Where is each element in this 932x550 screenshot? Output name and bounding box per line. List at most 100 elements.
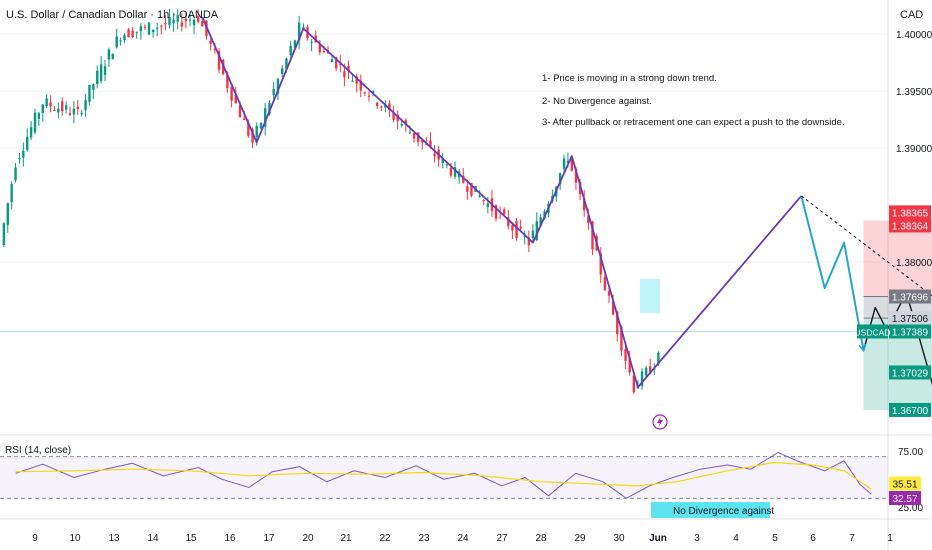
candle-body xyxy=(80,112,83,114)
rsi-annotation-text: No Divergence against xyxy=(673,506,774,517)
candle-body xyxy=(10,183,13,203)
candle-body xyxy=(632,375,636,393)
candle-body xyxy=(562,158,566,169)
candle-body xyxy=(68,113,72,115)
candle-body xyxy=(217,51,221,70)
candle-body xyxy=(103,66,107,75)
time-tick: 1 xyxy=(887,533,893,544)
time-tick: 21 xyxy=(340,533,352,544)
candle-body xyxy=(343,71,346,78)
price-badge xyxy=(889,218,931,233)
note-1: 1- Price is moving in a strong down tren… xyxy=(542,73,717,84)
candle-body xyxy=(649,366,652,374)
candle-body xyxy=(64,105,68,110)
candle-body xyxy=(33,112,37,133)
rsi-pane[interactable] xyxy=(0,451,888,499)
price-badge-label: 1.37506 xyxy=(892,314,929,325)
candle-body xyxy=(201,21,204,27)
zigzag-purple[interactable] xyxy=(201,16,802,389)
candle-body xyxy=(238,105,242,118)
candle-body xyxy=(527,237,531,246)
candle-body xyxy=(164,22,167,25)
candle-body xyxy=(310,41,313,43)
rsi-label: RSI (14, close) xyxy=(5,445,71,456)
zigzag-teal[interactable] xyxy=(800,195,865,351)
candle-body xyxy=(29,127,33,138)
rsi-badge-label: 32.57 xyxy=(892,494,917,505)
candle-body xyxy=(363,92,367,94)
candle-body xyxy=(131,30,134,38)
candle-body xyxy=(347,65,350,71)
price-tick: 1.39500 xyxy=(896,87,932,98)
candle-body xyxy=(380,106,383,108)
candle-body xyxy=(558,173,562,185)
candle-body xyxy=(255,125,258,138)
rsi-badge-label: 35.51 xyxy=(892,480,917,491)
time-tick: 29 xyxy=(574,533,586,544)
price-badge xyxy=(889,205,931,220)
price-badge-label: 1.37389 xyxy=(892,327,929,338)
candle-body xyxy=(334,57,338,69)
candle-body xyxy=(416,132,420,142)
currency-label[interactable]: CAD xyxy=(900,9,923,21)
price-badge-label: 1.38364 xyxy=(892,221,929,232)
candle-body xyxy=(88,84,91,102)
price-tick: 1.39000 xyxy=(896,144,932,155)
candle-body xyxy=(421,140,424,143)
candle-body xyxy=(599,253,602,275)
rsi-tick-25: 25.00 xyxy=(898,503,923,514)
rsi-line xyxy=(15,451,872,499)
candle-body xyxy=(616,311,619,335)
candle-body xyxy=(289,45,292,56)
time-axis[interactable]: 9 10 13 14 15 16 17 20 21 22 23 24 27 28 29 30 Jun 3 4 5 6 7 1 xyxy=(32,533,893,544)
candle-body xyxy=(408,132,412,134)
candle-body xyxy=(143,26,147,28)
price-badges: 1.38365 1.38364 1.37696 1.37506 1.37389 1.370… xyxy=(855,205,931,417)
price-badge-label: 1.38365 xyxy=(892,208,929,219)
candle-body xyxy=(61,101,64,112)
candle-body xyxy=(351,80,354,82)
candle-body xyxy=(486,203,490,207)
time-tick: 7 xyxy=(849,533,855,544)
candle-body xyxy=(503,209,506,215)
candle-body xyxy=(429,140,432,147)
candle-body xyxy=(657,352,660,365)
time-tick: 17 xyxy=(263,533,275,544)
price-axis[interactable]: 1.40000 1.39500 1.39000 1.38000 xyxy=(896,30,932,269)
candle-body xyxy=(607,291,611,296)
candle-body xyxy=(644,367,648,376)
candle-body xyxy=(449,167,453,176)
candle-body xyxy=(2,223,6,245)
entry-highlight xyxy=(640,278,660,314)
candle-body xyxy=(425,144,428,146)
time-tick: 15 xyxy=(185,533,197,544)
candle-body xyxy=(176,14,179,22)
candle-body xyxy=(247,122,250,136)
candle-body xyxy=(339,63,342,65)
candle-body xyxy=(242,118,246,120)
time-tick: Jun xyxy=(649,533,667,544)
lightning-icon[interactable] xyxy=(652,414,668,430)
candle-body xyxy=(139,26,143,32)
rsi-tick-75: 75.00 xyxy=(898,447,923,458)
candle-body xyxy=(539,217,542,226)
candle-body xyxy=(37,113,41,119)
time-tick: 27 xyxy=(496,533,508,544)
candle-body xyxy=(441,158,444,163)
candle-body xyxy=(156,27,159,29)
candle-body xyxy=(355,76,358,84)
note-2: 2- No Divergence against. xyxy=(542,96,652,107)
candle-body xyxy=(272,88,275,96)
candle-body xyxy=(180,22,183,27)
price-badge-label: 1.37696 xyxy=(892,293,929,304)
candle-body xyxy=(147,22,151,35)
candle-body xyxy=(330,59,334,63)
note-3: 3- After pullback or retracement one can… xyxy=(542,117,845,128)
time-tick: 4 xyxy=(733,533,739,544)
analysis-notes: 1- Price is moving in a strong down tren… xyxy=(542,73,845,128)
price-tick: 1.40000 xyxy=(896,30,932,41)
candle-body xyxy=(259,122,263,128)
candle-body xyxy=(192,19,196,26)
candle-body xyxy=(115,36,118,48)
